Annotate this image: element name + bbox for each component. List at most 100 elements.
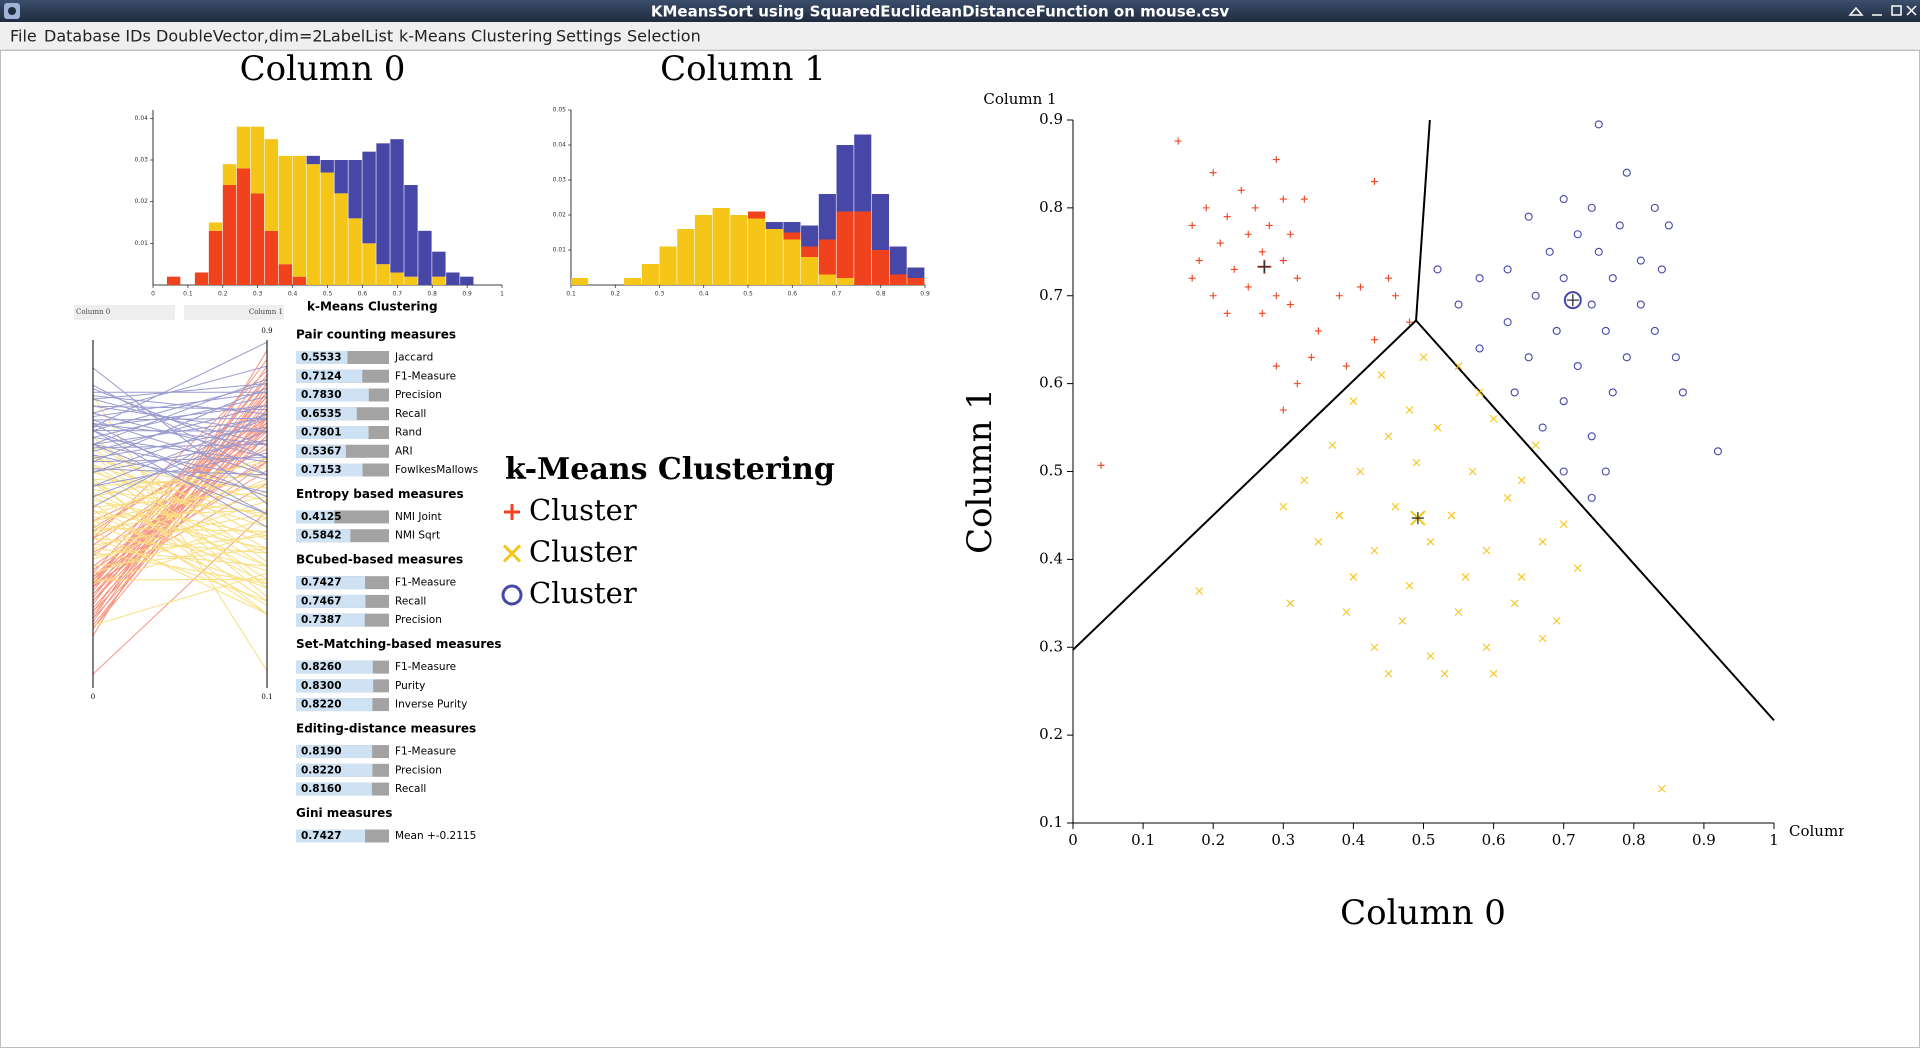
histogram-bar	[320, 172, 334, 285]
parallel-line	[92, 429, 268, 432]
y-tick-label: 0.01	[135, 240, 149, 247]
maximize-button[interactable]	[1891, 5, 1902, 16]
legend-marker	[504, 504, 520, 520]
measure-value: 0.7467	[301, 595, 342, 607]
legend-marker	[501, 584, 523, 606]
histogram-bar	[677, 229, 695, 285]
histogram-bar	[264, 139, 279, 231]
histogram-bar	[871, 194, 889, 250]
data-point	[1384, 669, 1393, 678]
measure-bar	[296, 510, 335, 524]
histogram-bar	[166, 276, 181, 285]
y-axis-name: Column 1	[983, 90, 1056, 108]
parallel-line	[92, 572, 268, 626]
x-tick-label: 0	[151, 291, 155, 298]
data-point	[1279, 406, 1287, 414]
histogram-bar	[348, 160, 362, 219]
parallel-line	[92, 405, 268, 432]
menu-item[interactable]: DoubleVector,dim=2	[156, 27, 323, 46]
histogram-bar	[836, 278, 854, 285]
window-controls[interactable]	[1848, 5, 1917, 16]
data-point	[1244, 230, 1252, 238]
x-tick-label: 0.1	[1131, 831, 1155, 849]
menu-item[interactable]: LabelList	[322, 27, 393, 46]
measure-bar	[296, 529, 351, 543]
parallel-line	[92, 478, 268, 615]
data-point	[1419, 353, 1428, 362]
data-point	[1356, 283, 1364, 291]
x-tick-label: 0.9	[920, 291, 930, 298]
measure-name: Mean +-0.2115	[395, 830, 476, 842]
measure-value: 0.7153	[301, 464, 342, 476]
histogram-bar	[390, 139, 404, 273]
parallel-line	[92, 447, 268, 589]
axis-header	[184, 305, 284, 320]
data-point	[1342, 362, 1350, 370]
y-tick-label: 0.05	[553, 107, 567, 114]
parallel-line	[92, 404, 268, 452]
histogram-bar	[376, 264, 390, 285]
data-point	[1433, 423, 1442, 432]
histogram-bar	[404, 185, 418, 277]
measure-name: Recall	[395, 783, 426, 795]
parallel-line	[92, 422, 268, 602]
data-point	[1286, 301, 1294, 309]
measure-name: Precision	[395, 614, 442, 626]
histogram-bar	[748, 218, 766, 285]
parallel-line	[92, 370, 268, 539]
data-point	[1713, 447, 1722, 456]
menu-item[interactable]: File	[10, 27, 37, 46]
close-button[interactable]	[1906, 5, 1917, 16]
data-point	[1097, 461, 1105, 469]
data-point	[1573, 564, 1582, 573]
legend-title: k-Means Clustering	[505, 452, 835, 487]
x-tick-label: 0.2	[1201, 831, 1225, 849]
x-tick-label: 0.9	[462, 291, 472, 298]
parallel-line	[92, 426, 268, 459]
data-point	[1279, 502, 1288, 511]
histogram-bar	[292, 155, 306, 277]
measure-name: F1-Measure	[395, 661, 456, 673]
data-point	[1587, 493, 1596, 502]
scatter-plot: 0 0.1 0.2 0.3 0.4 0.5 0.6 0.7 0.8 0.9 1 0.1 0.2 0.3 0.…	[983, 90, 1844, 849]
y-tick-label: 0.2	[1039, 725, 1063, 743]
histogram-bar	[783, 239, 801, 285]
parallel-line	[92, 419, 268, 476]
menu-item[interactable]: Database IDs	[44, 27, 151, 46]
histogram-bar	[694, 215, 712, 285]
parallel-line	[92, 454, 268, 598]
measure-bar	[296, 369, 363, 383]
data-point	[1188, 221, 1196, 229]
measure-bar	[296, 444, 346, 458]
parallel-line	[92, 465, 268, 536]
parallel-line	[92, 503, 268, 615]
data-point	[1195, 257, 1203, 265]
data-point	[1258, 248, 1266, 256]
data-point	[1559, 467, 1568, 476]
data-point	[1230, 265, 1238, 273]
menu-item[interactable]: k-Means Clustering	[399, 27, 553, 46]
measure-name: Jaccard	[394, 352, 433, 364]
data-point	[1552, 616, 1561, 625]
histogram-bar	[306, 164, 320, 285]
menu-item[interactable]: Settings	[556, 27, 622, 46]
data-point	[1608, 274, 1617, 283]
parallel-line	[92, 367, 268, 505]
data-point	[1335, 292, 1343, 300]
parallel-line	[92, 443, 268, 449]
histogram-bar	[334, 160, 348, 194]
measure-name: Purity	[395, 680, 425, 692]
data-point	[1601, 467, 1610, 476]
data-point	[1482, 643, 1491, 652]
x-tick-label: 0.8	[427, 291, 437, 298]
data-point	[1587, 203, 1596, 212]
data-point	[1279, 195, 1287, 203]
histogram-bar	[362, 243, 376, 285]
menu-item[interactable]: Selection	[627, 27, 701, 46]
shade-button[interactable]	[1848, 6, 1864, 16]
data-point	[1503, 265, 1512, 274]
data-point	[1209, 169, 1217, 177]
data-point	[1524, 353, 1533, 362]
